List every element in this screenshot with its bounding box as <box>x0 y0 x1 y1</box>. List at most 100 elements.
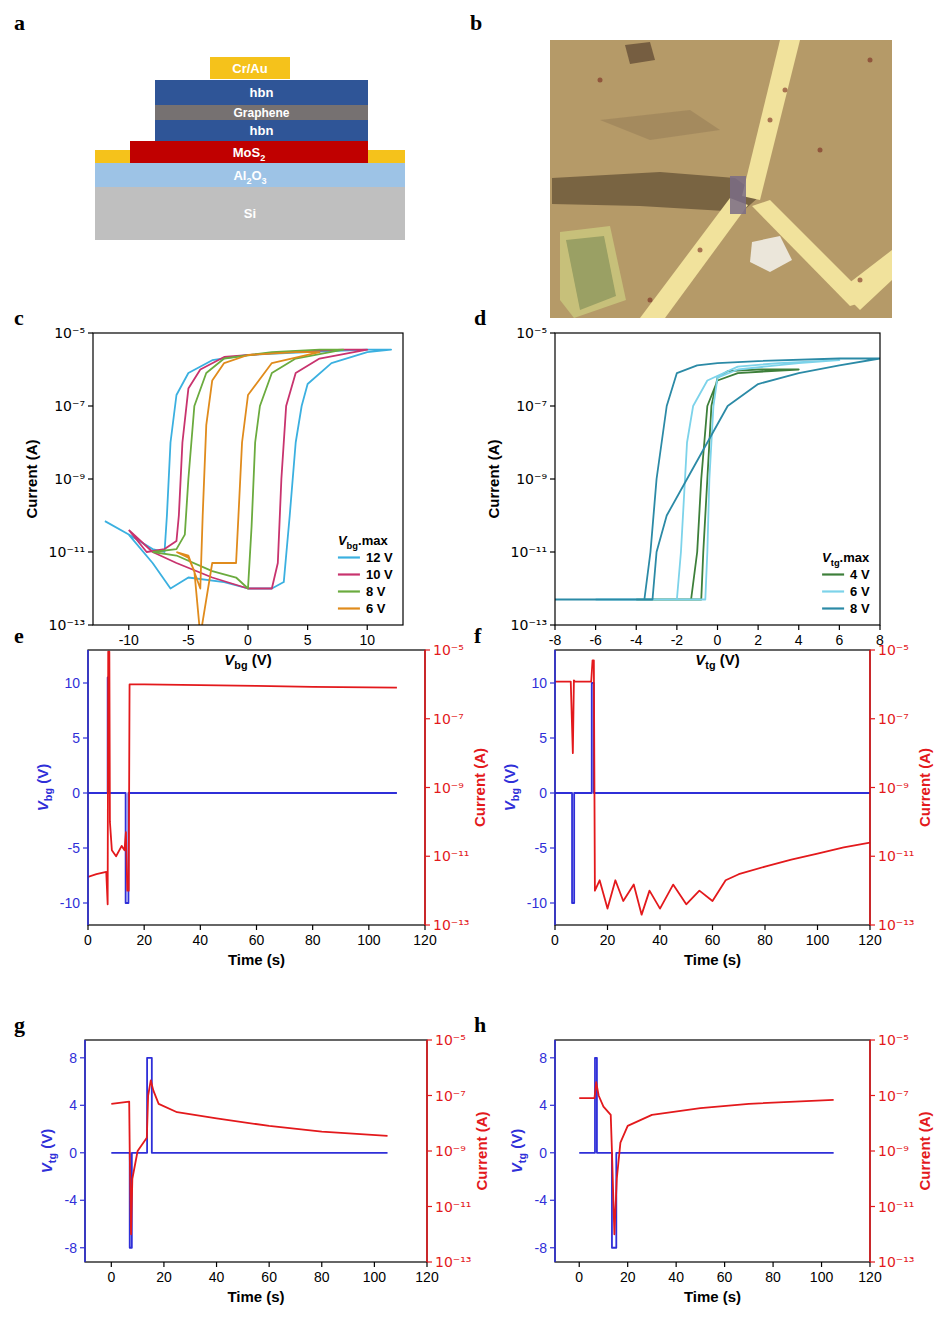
y-tick-label: 10⁻⁵ <box>516 325 547 341</box>
y-tick <box>425 924 430 925</box>
legend-swatch <box>822 590 844 592</box>
y-tick-label: 10⁻¹¹ <box>435 1199 471 1215</box>
y-tick <box>83 792 88 793</box>
text-part: .max <box>840 550 870 565</box>
y-tick-label: 10⁻¹¹ <box>49 544 85 560</box>
legend-swatch <box>822 573 844 575</box>
x-tick-label: 60 <box>705 932 721 948</box>
layer-label: Cr/Au <box>232 61 267 76</box>
electrode <box>840 250 892 310</box>
x-tick-label: 2 <box>754 632 762 648</box>
panel-letter: a <box>14 10 25 35</box>
y-tick <box>88 332 93 333</box>
y-tick <box>550 902 555 903</box>
frame <box>88 650 425 925</box>
y-tick-label: 10⁻¹³ <box>511 617 547 633</box>
panel-letter: c <box>14 305 24 330</box>
y-axis-title: Current (A) <box>23 439 40 518</box>
image-background <box>550 40 892 318</box>
series-line <box>176 352 319 625</box>
x-tick-label: 60 <box>249 932 265 948</box>
y-tick <box>88 478 93 479</box>
left-spine <box>554 1040 556 1262</box>
text-part: (V) <box>38 1129 55 1153</box>
x-tick-label: -6 <box>589 632 602 648</box>
x-tick-label: 0 <box>107 1269 115 1285</box>
plot-data <box>555 359 880 600</box>
x-tick-label: 40 <box>193 932 209 948</box>
y-tick-label: 10⁻⁵ <box>435 1032 466 1048</box>
y-tick-label: 10⁻¹³ <box>878 1254 914 1270</box>
text-part: O <box>251 168 261 183</box>
optical-image: b <box>470 10 892 318</box>
x-tick-label: 100 <box>810 1269 834 1285</box>
x-tick-label: -2 <box>671 632 684 648</box>
plot-data <box>579 1058 833 1248</box>
legend-swatch <box>338 556 360 558</box>
y-tick-label: 4 <box>69 1097 77 1113</box>
y-tick <box>870 856 875 857</box>
text-part: bg <box>509 788 521 801</box>
x-tick-label: 80 <box>314 1269 330 1285</box>
x-tick-label: -5 <box>182 632 195 648</box>
x-tick-label: 80 <box>765 1269 781 1285</box>
x-tick-label: 120 <box>858 1269 882 1285</box>
x-tick-label: 20 <box>620 1269 636 1285</box>
x-tick <box>758 625 759 630</box>
y-tick <box>425 856 430 857</box>
text-part: bg <box>42 788 54 801</box>
series-line <box>596 360 840 599</box>
x-tick-label: 10 <box>359 632 375 648</box>
text-part: bg <box>347 541 359 551</box>
legend-title: Vtg.max <box>822 550 870 568</box>
y-axis-title: Vbg (V) <box>34 764 54 811</box>
x-tick <box>374 1262 375 1267</box>
y-tick-label: 10⁻⁹ <box>54 471 85 487</box>
y-tick-label: 10⁻⁷ <box>433 711 464 727</box>
speck <box>868 58 873 63</box>
y-tick-label: 5 <box>539 730 547 746</box>
x-tick-label: 0 <box>551 932 559 948</box>
y-axis-title: Vtg (V) <box>38 1129 58 1173</box>
y-tick-label: 10⁻⁵ <box>433 642 464 658</box>
y-tick-label: 10⁻¹³ <box>878 917 914 933</box>
x-tick <box>321 1262 322 1267</box>
y-tick <box>83 682 88 683</box>
speck <box>698 248 703 253</box>
text-part: (V) <box>716 651 740 668</box>
x-tick-label: -10 <box>119 632 139 648</box>
layer <box>95 163 405 187</box>
y-tick <box>427 1039 432 1040</box>
plot-data <box>88 652 397 905</box>
x-axis-title: Vbg (V) <box>224 651 271 671</box>
series-line <box>555 359 880 600</box>
frame <box>555 333 880 625</box>
contact <box>95 150 130 163</box>
y-tick <box>80 1057 85 1058</box>
text-part: tg <box>705 659 715 671</box>
series-line <box>88 652 397 905</box>
x-tick-label: 40 <box>668 1269 684 1285</box>
layer-label: Si <box>244 206 256 221</box>
y-tick <box>550 478 555 479</box>
x-tick <box>163 1262 164 1267</box>
x-tick <box>188 625 189 630</box>
y-tick <box>427 1206 432 1207</box>
x-tick <box>676 1262 677 1267</box>
x-axis-title: Time (s) <box>227 1288 284 1305</box>
y-tick <box>550 1247 555 1248</box>
left-spine <box>84 1040 86 1262</box>
y-tick-label: 10⁻⁷ <box>54 398 85 414</box>
speck <box>818 148 823 153</box>
y-tick <box>80 1105 85 1106</box>
text-part: MoS <box>233 145 261 160</box>
x-tick-label: 6 <box>835 632 843 648</box>
series-line <box>111 1058 387 1248</box>
flake <box>600 110 720 140</box>
x-tick-label: 120 <box>858 932 882 948</box>
x-tick <box>307 625 308 630</box>
chart-panel: 020406080100120Time (s)-8-4048Vtg (V)10⁻… <box>474 1012 933 1305</box>
x-tick <box>879 625 880 630</box>
y-tick-label: 4 <box>539 1097 547 1113</box>
x-tick <box>676 625 677 630</box>
